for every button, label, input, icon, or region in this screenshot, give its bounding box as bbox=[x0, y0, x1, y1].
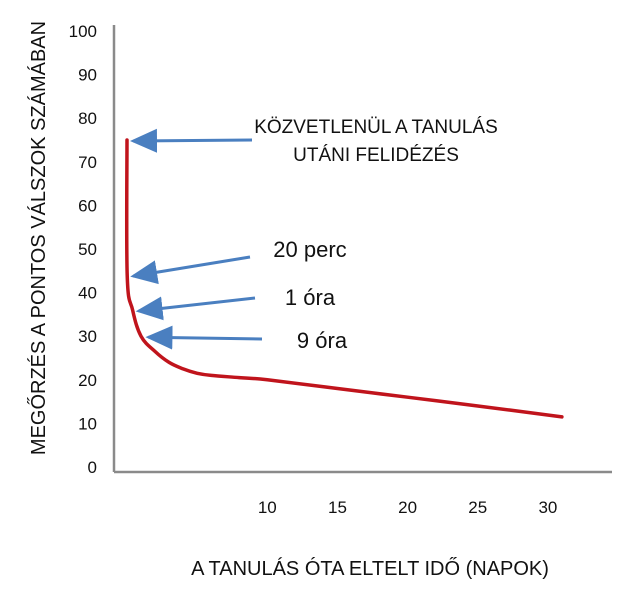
y-tick-label: 30 bbox=[78, 327, 97, 346]
y-tick-label: 0 bbox=[88, 458, 97, 477]
annotation-label: 1 óra bbox=[285, 285, 336, 310]
y-tick-label: 20 bbox=[78, 371, 97, 390]
y-tick-label: 100 bbox=[69, 22, 97, 41]
annotations: KÖZVETLENÜL A TANULÁS UTÁNI FELIDÉZÉS 20 p… bbox=[130, 117, 498, 353]
y-tick-label: 70 bbox=[78, 153, 97, 172]
y-tick-labels: 0 10 20 30 40 50 60 70 80 90 100 bbox=[69, 22, 97, 477]
x-tick-label: 25 bbox=[468, 498, 487, 517]
y-tick-label: 10 bbox=[78, 414, 97, 433]
annotation-arrow bbox=[130, 128, 253, 153]
y-tick-label: 60 bbox=[78, 196, 97, 215]
retention-curve bbox=[124, 138, 564, 419]
y-tick-label: 40 bbox=[78, 284, 97, 303]
annotation-arrow bbox=[145, 325, 263, 350]
y-tick-label: 80 bbox=[78, 109, 97, 128]
x-tick-label: 20 bbox=[398, 498, 417, 517]
annotation-label: 20 perc bbox=[273, 237, 346, 262]
x-tick-labels: 10 15 20 25 30 bbox=[258, 498, 558, 517]
annotation-arrow bbox=[130, 255, 251, 285]
y-axis-title: MEGŐRZÉS A PONTOS VÁLSZOK SZÁMÁBAN bbox=[27, 21, 50, 455]
x-axis-title: A TANULÁS ÓTA ELTELT IDŐ (NAPOK) bbox=[191, 557, 549, 580]
annotation-label: 9 óra bbox=[297, 328, 348, 353]
annotation-label: UTÁNI FELIDÉZÉS bbox=[293, 145, 459, 166]
x-tick-label: 15 bbox=[328, 498, 347, 517]
annotation-label: KÖZVETLENÜL A TANULÁS bbox=[254, 117, 498, 138]
y-tick-label: 90 bbox=[78, 66, 97, 85]
y-tick-label: 50 bbox=[78, 240, 97, 259]
x-tick-label: 10 bbox=[258, 498, 277, 517]
x-tick-label: 30 bbox=[538, 498, 557, 517]
annotation-arrow bbox=[135, 296, 256, 321]
